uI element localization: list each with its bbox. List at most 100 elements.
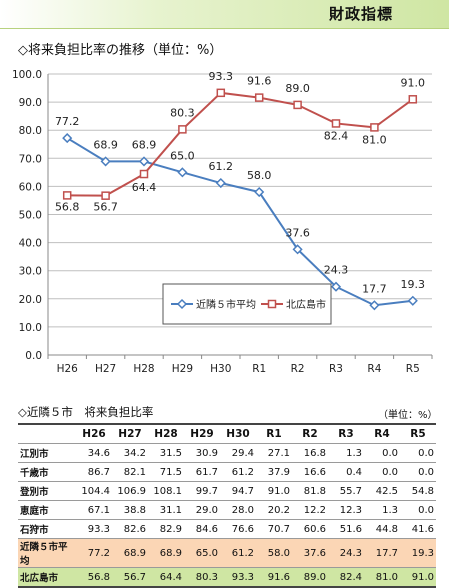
table-row: 江別市 34.6 34.2 31.5 30.9 29.4 27.1 16.8 1.3 0.0 0.0 (18, 443, 436, 463)
data-label: 19.3 (401, 278, 426, 291)
table-cell: 68.9 (148, 538, 184, 568)
table-cell: 82.9 (148, 519, 184, 539)
x-tick-label: R4 (367, 363, 381, 375)
data-point (216, 88, 226, 98)
table-cell: 0.0 (400, 443, 436, 463)
data-label: 56.7 (93, 201, 118, 214)
x-tick-label: H29 (172, 363, 193, 375)
table-heading: ◇近隣５市 将来負担比率 (18, 405, 154, 419)
table-cell: 16.8 (292, 443, 328, 463)
x-tick-label: H30 (210, 363, 231, 375)
row-name: 恵庭市 (18, 500, 76, 520)
row-name: 北広島市 (18, 567, 76, 588)
data-point (293, 100, 302, 110)
table-row: 近隣５市平均 77.2 68.9 68.9 65.0 61.2 58.0 37.6 24.3 17… (18, 538, 436, 568)
y-tick-label: 80.0 (19, 125, 42, 137)
table-cell: 104.4 (76, 481, 112, 501)
column-header: H30 (220, 424, 256, 444)
table-cell: 12.2 (292, 500, 328, 520)
row-name: 千歳市 (18, 462, 76, 482)
table-body: 江別市 34.6 34.2 31.5 30.9 29.4 27.1 16.8 1.3 0.0 0.0… (18, 443, 436, 588)
table-cell: 61.7 (184, 462, 220, 482)
data-point (254, 186, 265, 198)
legend-label: 北広島市 (286, 298, 326, 311)
row-name: 江別市 (18, 443, 76, 463)
data-point (138, 156, 150, 167)
table-cell: 0.0 (400, 500, 436, 520)
y-tick-label: 30.0 (19, 266, 42, 278)
data-label: 80.3 (170, 106, 195, 119)
table-cell: 106.9 (112, 481, 148, 501)
data-point (408, 95, 418, 104)
table-cell: 1.3 (364, 500, 400, 520)
table-cell: 81.0 (364, 567, 400, 588)
table-cell: 37.6 (292, 538, 328, 568)
y-tick-label: 70.0 (19, 153, 42, 165)
table-row: 石狩市 93.3 82.6 82.9 84.6 76.6 70.7 60.6 51.6 44.8 4… (18, 519, 436, 539)
data-point (101, 191, 110, 200)
table-cell: 19.3 (400, 538, 436, 568)
table-cell: 12.3 (328, 500, 364, 520)
data-point (62, 133, 73, 144)
table-cell: 0.0 (400, 462, 436, 482)
x-tick-label: R2 (291, 363, 305, 375)
y-tick-label: 0.0 (25, 350, 42, 362)
header-title: 財政指標 (328, 5, 393, 23)
data-label: 64.4 (132, 181, 157, 194)
x-tick-label: H26 (57, 363, 79, 375)
table-cell: 28.0 (220, 500, 256, 520)
table-cell: 89.0 (292, 567, 328, 588)
data-label: 17.7 (362, 282, 387, 295)
data-label: 81.0 (362, 133, 387, 146)
data-point (369, 300, 380, 311)
table-cell: 1.3 (328, 443, 364, 463)
table-cell: 77.2 (76, 538, 112, 568)
table-cell: 41.6 (400, 519, 436, 539)
series-line (66, 137, 413, 307)
data-point (178, 125, 187, 134)
column-header: R2 (292, 424, 328, 444)
table-cell: 82.1 (112, 462, 148, 482)
column-header: R1 (256, 424, 292, 444)
data-label: 91.0 (401, 76, 426, 89)
table-cell: 24.3 (328, 538, 364, 568)
data-point (177, 167, 188, 178)
table-cell: 58.0 (256, 538, 292, 568)
data-label: 56.8 (55, 200, 80, 213)
table-cell: 68.9 (112, 538, 148, 568)
table-row: 登別市 104.4 106.9 108.1 99.7 94.7 91.0 81.8 55.7 42… (18, 481, 436, 501)
chart-heading: ◇将来負担比率の推移（単位：%） (18, 43, 223, 58)
table-cell: 99.7 (184, 481, 220, 501)
column-header: H27 (112, 424, 148, 444)
table-cell: 31.1 (148, 500, 184, 520)
table-cell: 55.7 (328, 481, 364, 501)
x-tick-label: R5 (406, 363, 420, 375)
y-tick-label: 20.0 (19, 294, 42, 306)
table-cell: 31.5 (148, 443, 184, 463)
table-cell: 61.2 (220, 462, 256, 482)
data-label: 68.9 (132, 138, 157, 151)
row-name: 近隣５市平均 (18, 538, 76, 568)
data-point (100, 156, 111, 167)
row-name: 登別市 (18, 481, 76, 501)
row-name: 石狩市 (18, 519, 76, 539)
table-cell: 20.2 (256, 500, 292, 520)
table-cell: 71.5 (148, 462, 184, 482)
legend-marker (176, 298, 188, 310)
table-cell: 0.0 (364, 462, 400, 482)
y-tick-label: 60.0 (19, 181, 42, 193)
data-label: 68.9 (93, 138, 118, 151)
table-cell: 51.6 (328, 519, 364, 539)
data-label: 24.3 (324, 264, 349, 277)
data-point (292, 244, 303, 255)
data-point (407, 295, 418, 306)
table-cell: 38.8 (112, 500, 148, 520)
table-cell: 37.9 (256, 462, 292, 482)
table-cell: 17.7 (364, 538, 400, 568)
x-tick-label: H28 (133, 363, 154, 375)
data-point (254, 93, 264, 102)
table-cell: 30.9 (184, 443, 220, 463)
line-chart: 0.0 10.0 20.0 30.0 40.0 50.0 60.0 70.0 80.0 90.0 1… (12, 69, 433, 375)
column-header: R5 (400, 424, 436, 444)
table-row: 北広島市 56.8 56.7 64.4 80.3 93.3 91.6 89.0 82.4 81.0… (18, 567, 436, 588)
